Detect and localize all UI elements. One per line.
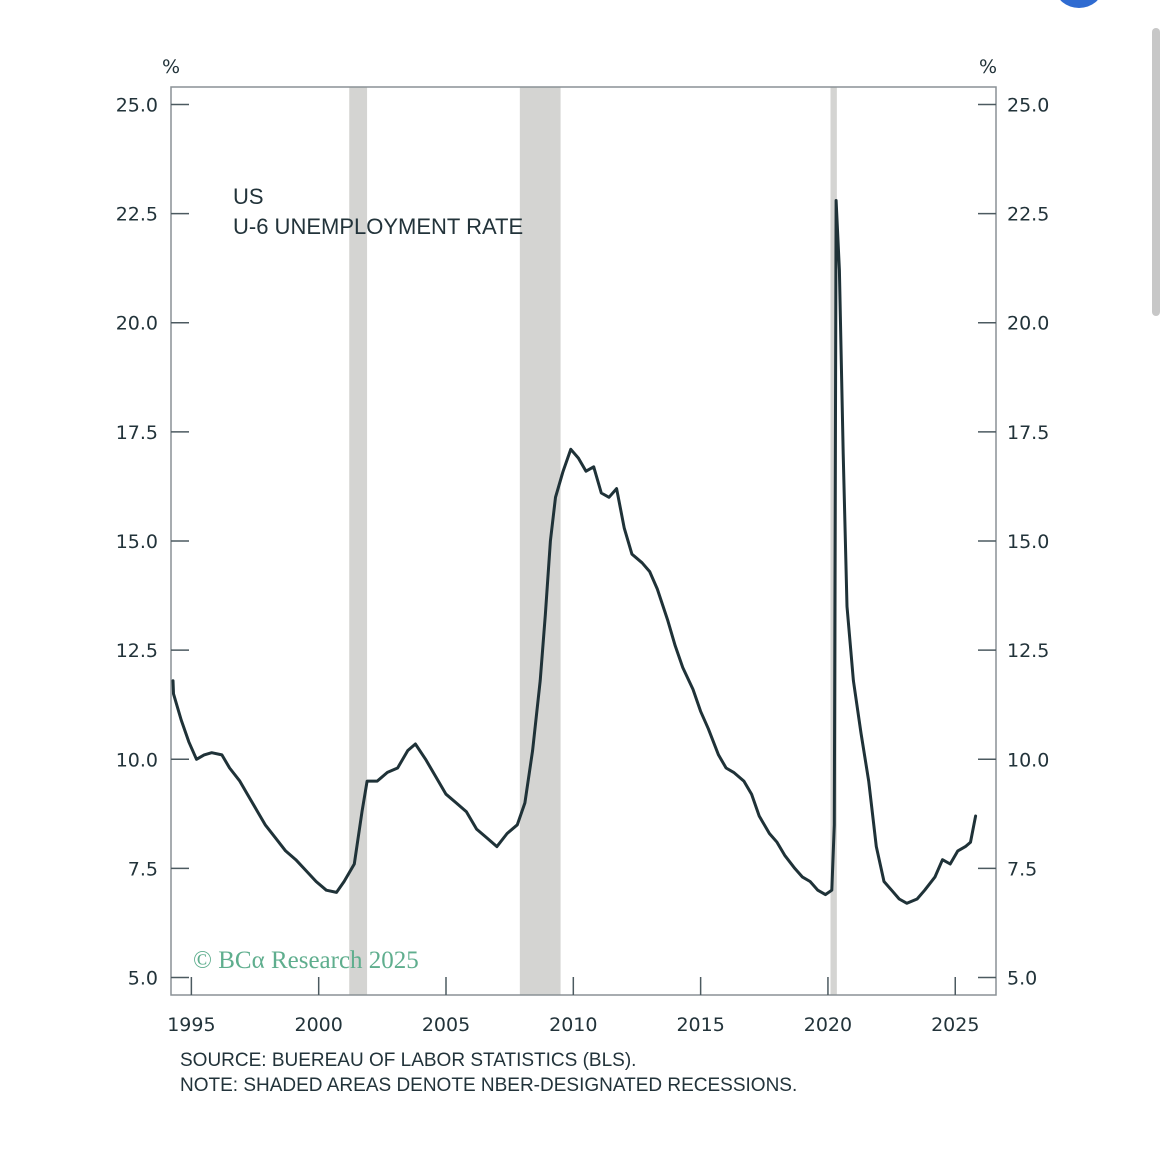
right-axis-unit: % bbox=[979, 56, 997, 78]
x-axis: 1995 2000 2005 2010 2015 2020 2025 bbox=[167, 977, 979, 1036]
right-tick-label: 15.0 bbox=[1007, 531, 1049, 553]
right-tick-label: 5.0 bbox=[1007, 968, 1037, 990]
copyright-watermark: © BCα Research 2025 bbox=[193, 947, 419, 974]
scrollbar-thumb[interactable] bbox=[1152, 28, 1160, 316]
left-tick-label: 20.0 bbox=[116, 313, 158, 335]
right-tick-label: 12.5 bbox=[1007, 640, 1049, 662]
x-tick-label: 2000 bbox=[295, 1014, 343, 1036]
corner-button[interactable] bbox=[1056, 0, 1102, 8]
right-tick-label: 22.5 bbox=[1007, 204, 1049, 226]
left-tick-label: 22.5 bbox=[116, 204, 158, 226]
left-axis: 5.0 7.5 10.0 12.5 15.0 17.5 20.0 22.5 25.0 bbox=[116, 94, 189, 990]
recession-note: NOTE: SHADED AREAS DENOTE NBER-DESIGNATE… bbox=[180, 1075, 797, 1096]
source-note: SOURCE: BUEREAU OF LABOR STATISTICS (BLS… bbox=[180, 1050, 636, 1071]
left-tick-label: 10.0 bbox=[116, 749, 158, 771]
right-axis: 5.0 7.5 10.0 12.5 15.0 17.5 20.0 22.5 25.0 bbox=[978, 94, 1049, 990]
x-tick-label: 2015 bbox=[676, 1014, 724, 1036]
left-tick-label: 25.0 bbox=[116, 94, 158, 116]
left-tick-label: 5.0 bbox=[128, 968, 158, 990]
u6-rate-line bbox=[171, 199, 978, 905]
right-tick-label: 25.0 bbox=[1007, 94, 1049, 116]
recession-band-1 bbox=[519, 87, 561, 995]
recession-band-0 bbox=[349, 87, 368, 995]
right-tick-label: 20.0 bbox=[1007, 313, 1049, 335]
left-tick-label: 17.5 bbox=[116, 422, 158, 444]
right-tick-label: 17.5 bbox=[1007, 422, 1049, 444]
left-tick-label: 15.0 bbox=[116, 531, 158, 553]
x-tick-label: 2025 bbox=[931, 1014, 979, 1036]
x-tick-label: 2010 bbox=[549, 1014, 597, 1036]
x-tick-label: 2020 bbox=[804, 1014, 852, 1036]
right-tick-label: 7.5 bbox=[1007, 858, 1037, 880]
chart-subtitle: U-6 UNEMPLOYMENT RATE bbox=[233, 214, 523, 239]
left-axis-unit: % bbox=[162, 56, 180, 78]
left-tick-label: 12.5 bbox=[116, 640, 158, 662]
x-tick-label: 1995 bbox=[167, 1014, 215, 1036]
chart-title: US bbox=[233, 184, 264, 209]
left-tick-label: 7.5 bbox=[128, 858, 158, 880]
x-tick-label: 2005 bbox=[422, 1014, 470, 1036]
right-tick-label: 10.0 bbox=[1007, 749, 1049, 771]
